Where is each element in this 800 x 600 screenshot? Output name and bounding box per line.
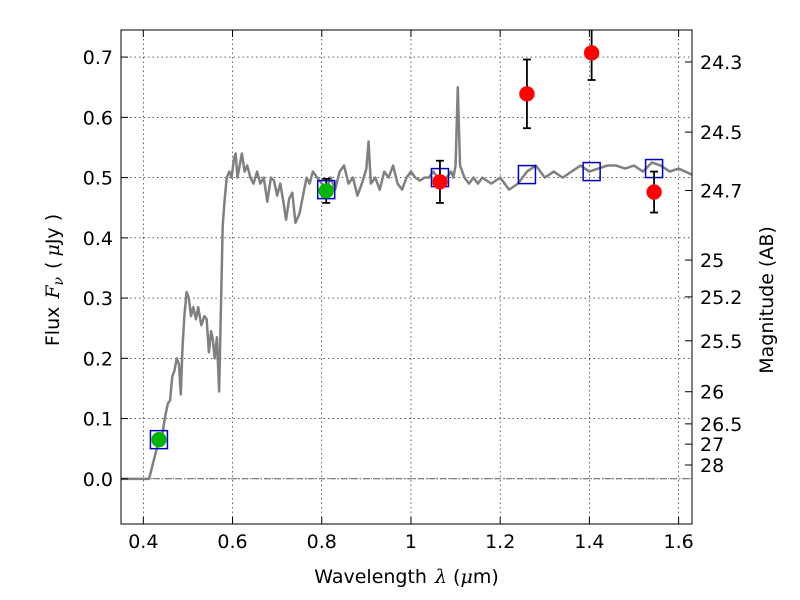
x-axis-label: Wavelength λ (μm) (314, 566, 498, 588)
model-photometry-square (149, 429, 169, 450)
y-axis-label-symbol: F (42, 285, 64, 300)
observed-flux-point (318, 183, 334, 199)
x-tick-label: 1.6 (664, 531, 694, 553)
y2-tick-label: 24.5 (700, 122, 742, 144)
observed-flux-point (583, 45, 600, 61)
x-axis-label-prefix: Wavelength (314, 566, 427, 588)
y-tick-label: 0.1 (83, 409, 113, 431)
y2-axis-label: Magnitude (AB) (756, 226, 778, 374)
x-tick-label: 0.8 (307, 531, 337, 553)
y-axis-label-unit-sym: μ (42, 244, 64, 256)
y-axis-label-unit-close: Jy ) (42, 214, 64, 245)
observed-flux-point (519, 86, 535, 102)
y-tick-label: 0.3 (83, 288, 113, 310)
y-tick-label: 0.6 (83, 107, 113, 129)
axes-frame (120, 29, 693, 525)
x-tick-label: 0.4 (128, 531, 158, 553)
observed-flux-point (432, 174, 448, 190)
x-tick-label: 1 (405, 531, 417, 553)
plot-area (121, 30, 693, 481)
y2-tick-label: 26.5 (700, 414, 742, 436)
model-photometry-square (517, 164, 537, 185)
y2-tick-label: 25 (700, 250, 724, 272)
x-tick-label: 0.6 (217, 531, 247, 553)
y2-tick-label: 26 (700, 382, 724, 404)
x-tick-label: 1.4 (574, 531, 604, 553)
y2-tick-label: 25.5 (700, 331, 742, 353)
y2-tick-label: 25.2 (700, 287, 742, 309)
y-tick-label: 0.7 (83, 47, 113, 69)
y-tick-label: 0.4 (83, 228, 113, 250)
grid-lines (121, 30, 692, 524)
x-axis-label-unit-sym: μ (460, 566, 472, 588)
y2-tick-label: 27 (700, 434, 724, 456)
observed-flux-point (151, 431, 167, 448)
y-axis-label: Flux Fν ( μJy ) (42, 214, 67, 346)
x-axis-label-symbol: λ (434, 566, 447, 588)
x-axis-label-unit-close: m) (473, 566, 499, 588)
y2-tick-label: 28 (700, 455, 724, 477)
observed-flux-point (646, 184, 662, 200)
axis-ticks: 0.4 0.6 0.8 1 1.2 1.4 1.6 0.0 0.1 0.2 0.3 0.4 0.5 0.6… (83, 30, 742, 553)
x-axis-label-unit-open: ( (453, 566, 460, 588)
y-axis-label-subscript: ν (51, 276, 67, 285)
model-photometry-square (582, 161, 601, 182)
model-spectrum-line (121, 85, 693, 481)
y2-tick-label: 24.7 (700, 180, 742, 202)
x-tick-label: 1.2 (485, 531, 515, 553)
y-axis-label-prefix: Flux (42, 307, 64, 347)
y-tick-label: 0.0 (83, 469, 113, 491)
y2-tick-label: 24.3 (700, 52, 742, 74)
y-tick-label: 0.2 (83, 348, 113, 370)
y-tick-label: 0.5 (83, 168, 113, 190)
y-axis-label-unit-open: ( (42, 262, 64, 269)
